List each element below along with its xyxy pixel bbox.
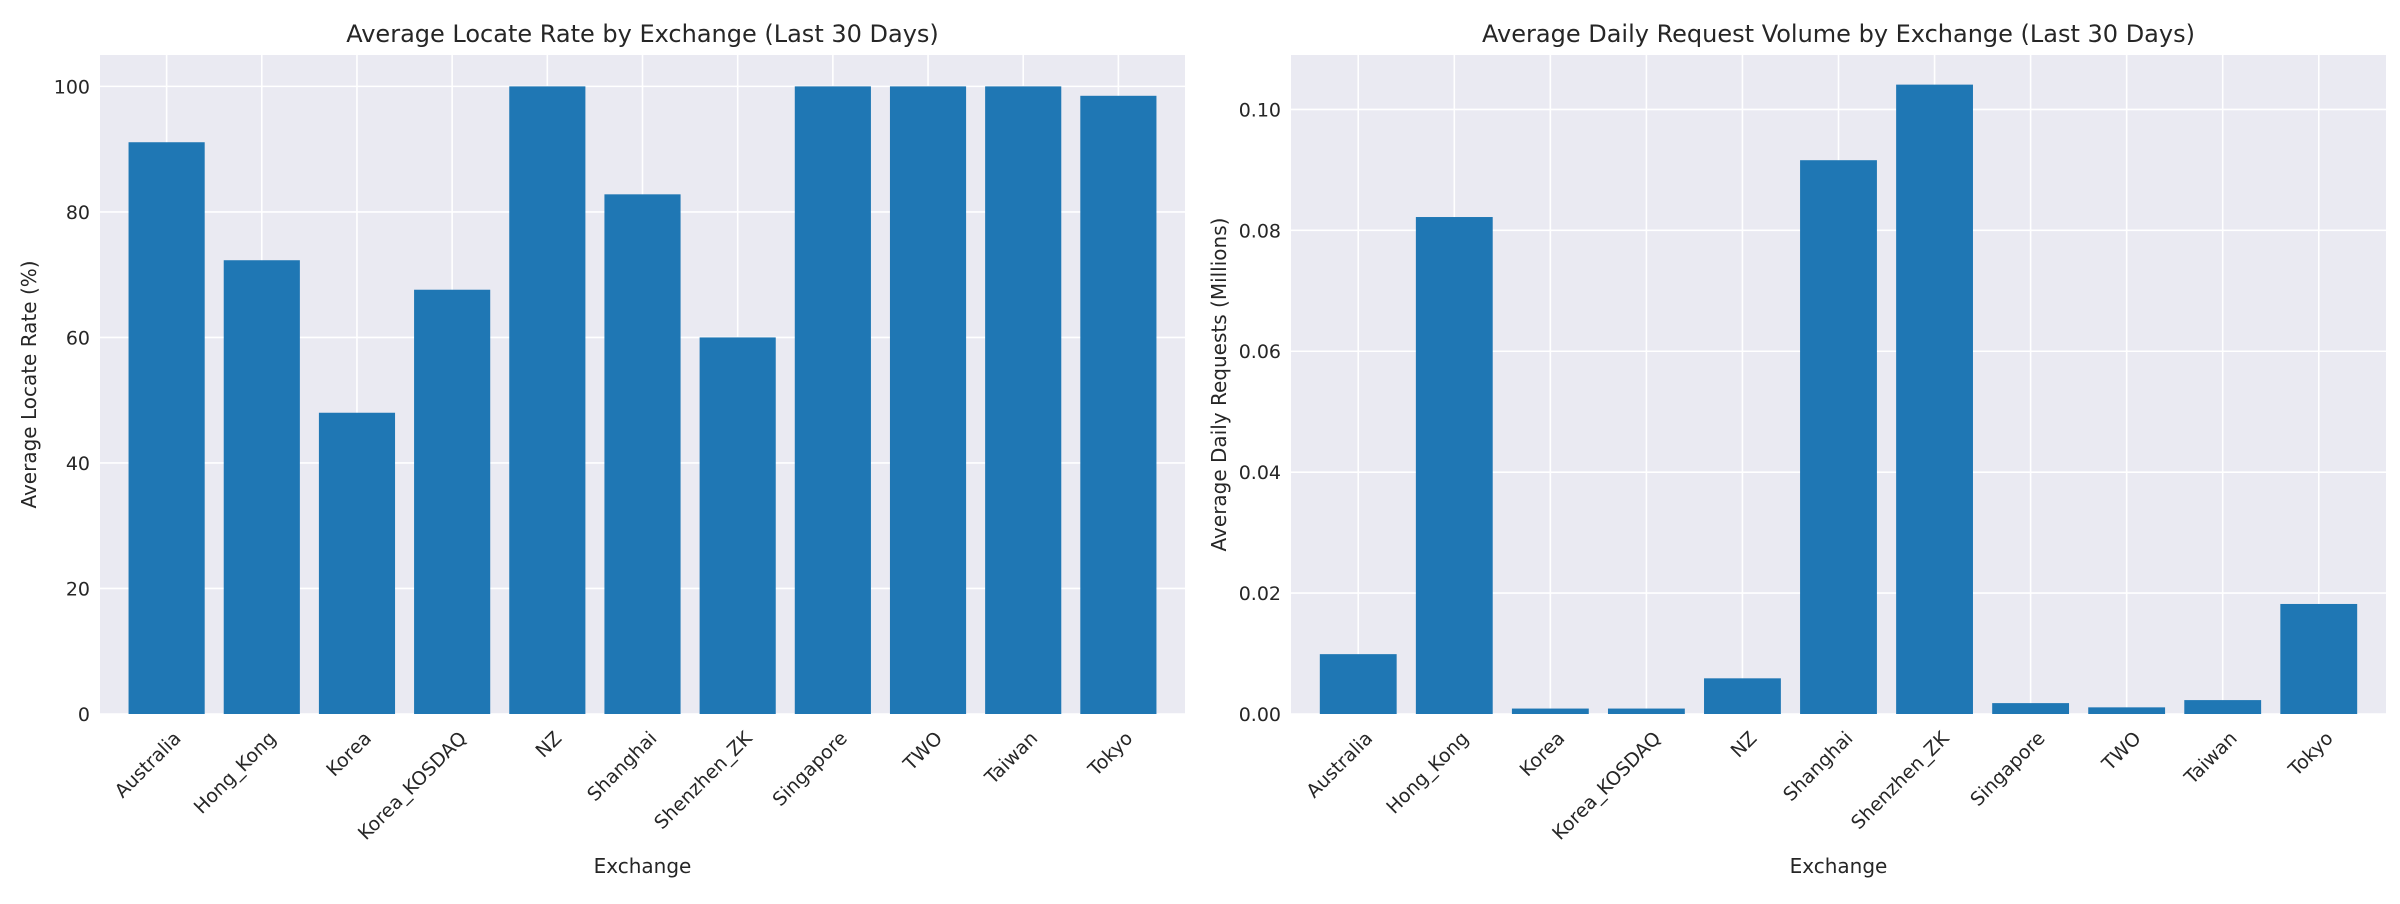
bar-korea — [318, 412, 396, 714]
bar-two — [889, 86, 967, 714]
bar-korea-kosdaq — [414, 289, 491, 714]
x-axis-label: Exchange — [1790, 854, 1888, 878]
x-tick-label: Taiwan — [980, 727, 1042, 789]
bar-taiwan — [985, 86, 1062, 714]
bar-shanghai — [604, 194, 681, 714]
bar-shanghai — [1800, 160, 1877, 714]
bar-tokyo — [2280, 603, 2358, 714]
x-axis-label: Exchange — [594, 854, 692, 878]
x-tick-label: Tokyo — [2284, 727, 2338, 781]
bars — [1319, 84, 2358, 715]
y-tick-label: 0.08 — [1239, 220, 1281, 242]
y-tick-label: 100 — [54, 76, 90, 98]
bar-nz — [509, 86, 586, 714]
x-tick-label: Australia — [1302, 727, 1377, 802]
bar-shenzhen-zk — [699, 337, 776, 714]
x-tick-label: NZ — [531, 727, 566, 762]
y-tick-label: 0.10 — [1239, 99, 1281, 121]
x-tick-label: Hong_Kong — [1382, 727, 1473, 818]
x-tick-label: Shanghai — [583, 727, 661, 805]
bar-shenzhen-zk — [1896, 84, 1973, 715]
bar-nz — [1704, 678, 1781, 714]
x-tick-label: Taiwan — [2180, 727, 2242, 789]
y-tick-label: 0.02 — [1239, 583, 1281, 605]
y-tick-label: 0.00 — [1239, 704, 1281, 726]
bar-australia — [1319, 654, 1397, 714]
bar-tokyo — [1080, 95, 1157, 715]
y-tick-label: 20 — [66, 578, 90, 600]
y-tick-labels: 0.00 0.02 0.04 0.06 0.08 0.10 — [1239, 99, 1281, 726]
bar-korea-kosdaq — [1607, 708, 1685, 714]
bar-hong-kong — [223, 260, 300, 714]
bar-korea — [1511, 708, 1589, 714]
x-tick-label: Shenzhen_ZK — [1847, 727, 1954, 834]
chart-title: Average Daily Request Volume by Exchange… — [1482, 20, 2195, 48]
bars — [128, 86, 1157, 715]
y-tick-labels: 0 20 40 60 80 100 — [54, 76, 90, 726]
bar-australia — [128, 142, 205, 715]
x-tick-label: Hong_Kong — [190, 727, 281, 818]
bar-hong-kong — [1415, 217, 1493, 714]
y-axis-label: Average Daily Requests (Millions) — [1207, 218, 1231, 552]
y-axis-label: Average Locate Rate (%) — [17, 260, 41, 508]
y-tick-label: 80 — [66, 202, 90, 224]
x-tick-label: Shenzhen_ZK — [650, 727, 757, 834]
y-tick-label: 0.04 — [1239, 462, 1281, 484]
y-tick-label: 0.06 — [1239, 341, 1281, 363]
x-tick-label: TWO — [2097, 727, 2145, 775]
y-tick-label: 60 — [66, 327, 90, 349]
x-tick-label: Singapore — [768, 727, 851, 810]
x-tick-label: Korea — [322, 727, 376, 781]
x-tick-label: Shanghai — [1779, 727, 1857, 805]
y-tick-label: 0 — [78, 704, 90, 726]
x-tick-label: Tokyo — [1083, 727, 1137, 781]
bar-singapore — [1992, 703, 2070, 714]
request-volume-chart: 0.00 0.02 0.04 0.06 0.08 0.10 Australia Hong_K… — [1207, 20, 2386, 878]
x-tick-label: Korea — [1516, 727, 1570, 781]
chart-title: Average Locate Rate by Exchange (Last 30… — [346, 20, 939, 48]
x-tick-label: Australia — [111, 727, 186, 802]
bar-two — [2088, 707, 2166, 714]
x-tick-label: NZ — [1727, 727, 1762, 762]
bar-taiwan — [2184, 700, 2262, 714]
x-tick-label: Singapore — [1966, 727, 2049, 810]
x-tick-label: TWO — [899, 727, 947, 775]
y-tick-label: 40 — [66, 453, 90, 475]
bar-singapore — [794, 86, 871, 714]
